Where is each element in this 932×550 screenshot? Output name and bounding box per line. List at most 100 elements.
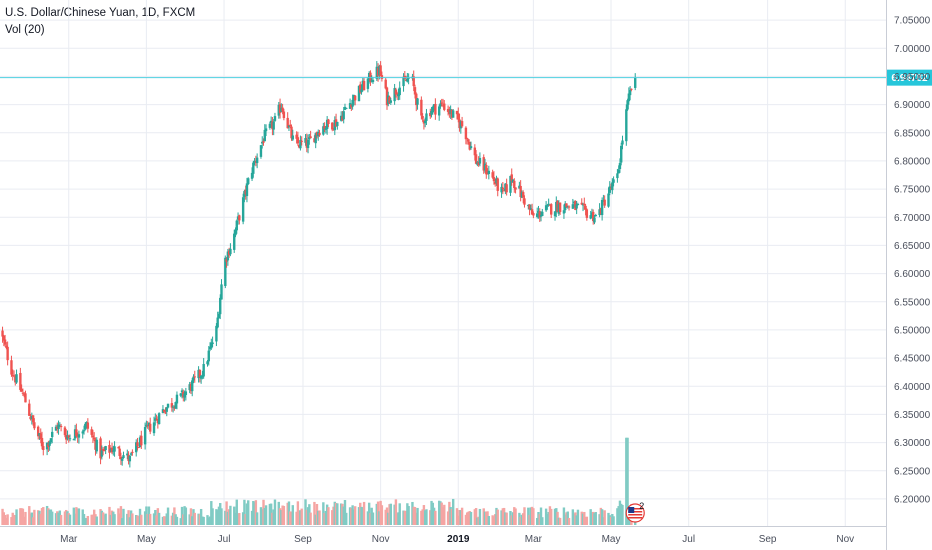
volume-bar bbox=[467, 511, 470, 525]
candle-body bbox=[211, 342, 214, 345]
candle-body bbox=[333, 119, 336, 131]
candle-body bbox=[121, 458, 124, 461]
candle-body bbox=[384, 79, 387, 89]
candle bbox=[350, 104, 353, 111]
volume-bar bbox=[264, 505, 268, 525]
candle bbox=[590, 208, 594, 219]
candle bbox=[341, 111, 344, 122]
candle-body bbox=[38, 433, 41, 436]
volume-bar bbox=[67, 513, 70, 525]
candle-body bbox=[600, 199, 604, 216]
volume-bar bbox=[539, 507, 543, 525]
volume-bar bbox=[342, 506, 345, 525]
candle-body bbox=[234, 229, 237, 236]
candle-body bbox=[491, 172, 494, 178]
volume-bar bbox=[216, 510, 219, 525]
candle-body bbox=[620, 145, 623, 163]
candle bbox=[109, 447, 112, 453]
candle bbox=[197, 366, 200, 383]
volume-bar bbox=[431, 502, 435, 525]
volume-bar bbox=[528, 514, 531, 525]
volume-bar bbox=[300, 508, 303, 525]
candle bbox=[243, 189, 246, 203]
volume-bar bbox=[85, 517, 88, 525]
candle-body bbox=[548, 204, 552, 206]
candle-body bbox=[339, 115, 343, 121]
candle-body bbox=[272, 121, 275, 130]
candle-body bbox=[572, 202, 576, 204]
candle-body bbox=[183, 393, 186, 398]
candle-body bbox=[451, 110, 455, 118]
volume-bar bbox=[511, 512, 515, 525]
volume-bar bbox=[261, 509, 264, 525]
volume-bar bbox=[103, 515, 106, 525]
volume-bar bbox=[460, 507, 464, 525]
candle bbox=[215, 323, 218, 347]
candle-body bbox=[598, 209, 601, 216]
candle-body bbox=[474, 154, 478, 164]
volume-bar bbox=[353, 506, 357, 525]
candle bbox=[104, 445, 107, 455]
candle-body bbox=[529, 208, 533, 211]
y-tick-label: 6.65000 bbox=[894, 241, 931, 252]
candle bbox=[21, 388, 25, 396]
candle bbox=[166, 403, 170, 409]
candle-body bbox=[532, 213, 535, 216]
candle-body bbox=[269, 120, 273, 124]
candle bbox=[360, 84, 363, 95]
candle-body bbox=[580, 202, 583, 205]
volume-bar bbox=[557, 517, 561, 525]
candle-body bbox=[630, 88, 633, 90]
candle-body bbox=[193, 376, 196, 378]
candle-body bbox=[261, 141, 264, 144]
volume-bar bbox=[259, 507, 263, 525]
candle-body bbox=[22, 394, 26, 396]
candle-body bbox=[289, 124, 292, 127]
candle-body bbox=[366, 78, 370, 89]
candle-body bbox=[244, 189, 247, 195]
volume-bar bbox=[558, 517, 562, 525]
candle bbox=[500, 183, 503, 198]
candle-body bbox=[378, 66, 381, 76]
candle-body bbox=[75, 429, 78, 436]
candle-body bbox=[77, 434, 81, 438]
y-tick-label: 6.45000 bbox=[894, 354, 931, 365]
candle-body bbox=[2, 335, 6, 341]
candle-body bbox=[175, 394, 179, 404]
volume-bar bbox=[333, 501, 336, 525]
candle-body bbox=[30, 415, 34, 420]
candle-body bbox=[478, 157, 482, 164]
candle bbox=[296, 131, 300, 146]
candle-body bbox=[313, 138, 316, 143]
candle bbox=[182, 389, 185, 402]
volume-bar bbox=[598, 514, 601, 525]
volume-bar bbox=[202, 516, 205, 525]
candle bbox=[140, 430, 143, 449]
candle bbox=[324, 126, 328, 134]
volume-bar bbox=[341, 503, 344, 525]
candle-body bbox=[40, 437, 44, 447]
candle bbox=[538, 208, 541, 222]
volume-bar bbox=[411, 501, 414, 525]
candle bbox=[146, 421, 149, 429]
candle bbox=[448, 106, 451, 118]
volume-bar bbox=[271, 512, 274, 525]
candle-body bbox=[290, 126, 293, 139]
candle bbox=[477, 156, 480, 167]
volume-bar bbox=[82, 514, 86, 525]
candle-body bbox=[112, 450, 115, 452]
volume-bar bbox=[20, 508, 23, 525]
volume-bar bbox=[566, 511, 569, 525]
candle bbox=[523, 195, 526, 208]
volume-bar bbox=[191, 516, 194, 525]
candle bbox=[565, 203, 568, 208]
event-flag-icon[interactable]: 2 bbox=[625, 501, 645, 523]
volume-bar bbox=[548, 506, 552, 525]
candle bbox=[42, 441, 45, 456]
candle bbox=[393, 83, 396, 105]
candle-body bbox=[393, 88, 396, 102]
volume-bar bbox=[625, 437, 628, 525]
volume-indicator-label[interactable]: Vol (20) bbox=[5, 24, 45, 36]
candle bbox=[304, 134, 307, 146]
